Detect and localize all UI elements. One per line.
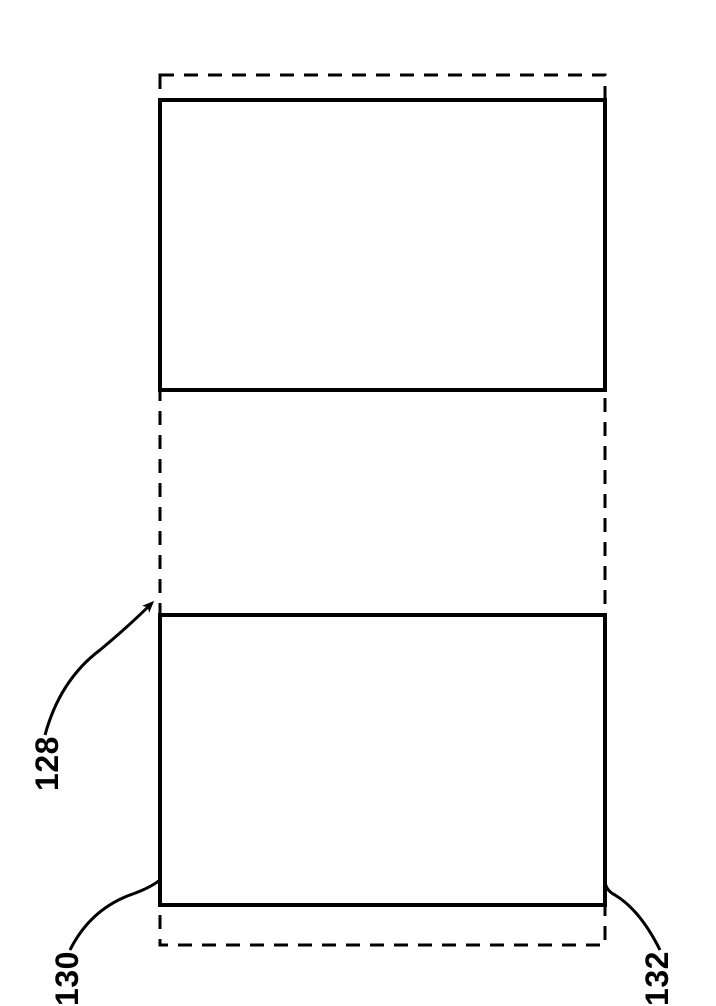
label-128: 128 [29,736,66,791]
dashed-container [160,75,605,945]
leader-128 [45,603,152,735]
diagram-svg [0,0,716,1000]
diagram-stage: 128 130 132 [0,0,716,1000]
label-130: 130 [49,951,86,1006]
bottom-box [160,615,605,905]
top-box [160,100,605,390]
leader-130 [70,880,160,950]
label-132: 132 [639,951,676,1006]
leader-132 [605,880,660,950]
